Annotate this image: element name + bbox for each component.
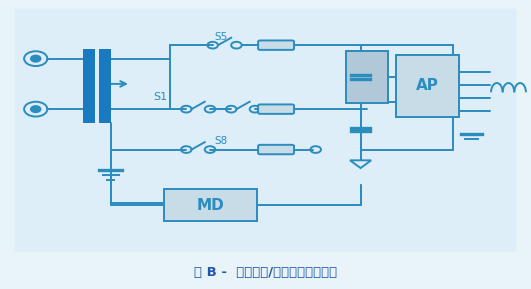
FancyBboxPatch shape: [258, 40, 294, 50]
FancyBboxPatch shape: [397, 55, 459, 116]
FancyBboxPatch shape: [346, 51, 388, 103]
FancyBboxPatch shape: [164, 189, 256, 221]
Text: S5: S5: [214, 32, 227, 42]
FancyBboxPatch shape: [258, 104, 294, 114]
Text: AP: AP: [416, 78, 439, 93]
FancyBboxPatch shape: [258, 145, 294, 154]
Text: S8: S8: [214, 136, 227, 146]
Text: MD: MD: [196, 198, 224, 213]
Text: S1: S1: [153, 92, 167, 102]
Bar: [99, 49, 111, 123]
Text: 图 B -  接触电流/外壳泄漏测试电路: 图 B - 接触电流/外壳泄漏测试电路: [194, 266, 337, 279]
Circle shape: [31, 55, 40, 62]
Circle shape: [31, 106, 40, 112]
FancyBboxPatch shape: [14, 9, 517, 252]
Bar: [83, 49, 95, 123]
